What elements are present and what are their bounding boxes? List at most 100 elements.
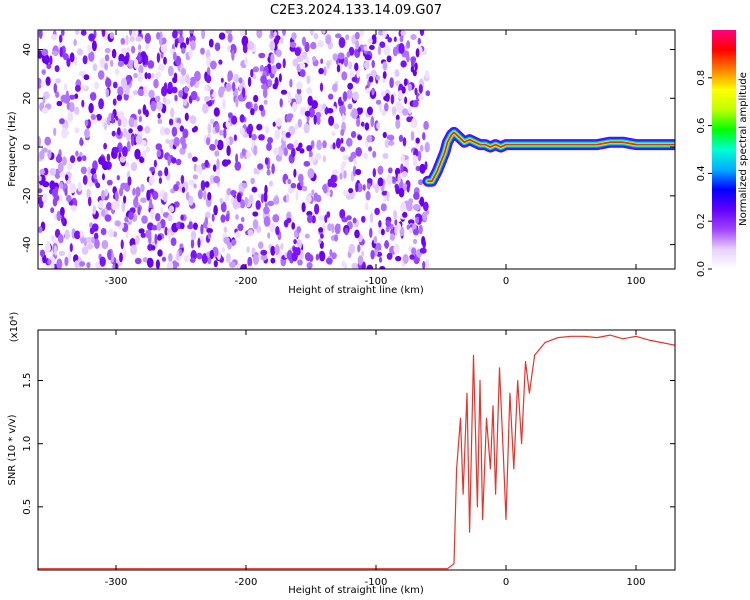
noise-speckle	[167, 65, 174, 77]
noise-speckle	[351, 262, 359, 269]
noise-speckle	[59, 46, 63, 58]
noise-speckle	[180, 222, 185, 230]
noise-speckle	[49, 180, 56, 190]
noise-speckle	[212, 164, 217, 172]
noise-speckle	[318, 67, 324, 75]
noise-speckle	[354, 62, 359, 71]
noise-speckle	[235, 214, 239, 220]
noise-speckle	[367, 178, 373, 184]
noise-speckle	[53, 83, 58, 94]
noise-speckle	[149, 166, 156, 172]
noise-speckle	[384, 139, 390, 148]
noise-speckle	[341, 71, 348, 81]
noise-speckle	[120, 37, 126, 45]
noise-speckle	[167, 155, 171, 166]
noise-speckle	[163, 192, 168, 203]
noise-speckle	[333, 123, 340, 130]
noise-speckle	[116, 94, 123, 101]
noise-speckle	[251, 186, 258, 193]
noise-speckle	[151, 72, 155, 79]
noise-speckle	[289, 41, 297, 48]
noise-speckle	[56, 100, 63, 107]
noise-speckle	[260, 249, 268, 256]
noise-speckle	[227, 241, 232, 250]
noise-speckle	[296, 81, 303, 90]
noise-speckle	[346, 89, 353, 100]
noise-speckle	[275, 35, 281, 41]
noise-speckle	[156, 32, 161, 40]
noise-speckle	[133, 58, 139, 69]
noise-speckle	[84, 119, 89, 127]
noise-speckle-layer	[38, 30, 431, 269]
noise-speckle	[42, 95, 46, 104]
noise-speckle	[251, 247, 256, 255]
noise-speckle	[374, 207, 380, 216]
noise-speckle	[200, 180, 206, 191]
noise-speckle	[176, 250, 180, 261]
noise-speckle	[370, 69, 377, 78]
noise-speckle	[173, 184, 179, 192]
noise-speckle	[259, 64, 265, 73]
colorbar: 0.0 0.2 0.4 0.6 0.8 Normalized spectral ampl…	[696, 30, 749, 277]
noise-speckle	[239, 30, 245, 37]
noise-speckle	[275, 62, 282, 70]
noise-speckle	[178, 35, 185, 45]
noise-speckle	[180, 42, 187, 50]
noise-speckle	[317, 40, 324, 48]
noise-speckle	[415, 165, 421, 172]
noise-speckle	[160, 191, 164, 197]
noise-speckle	[423, 120, 429, 130]
noise-speckle	[320, 58, 324, 64]
noise-speckle	[157, 112, 161, 119]
y-tick-label: 1.5	[22, 373, 33, 389]
noise-speckle	[225, 30, 233, 34]
noise-speckle	[404, 96, 408, 105]
noise-speckle	[341, 113, 346, 122]
noise-speckle	[131, 30, 137, 37]
noise-speckle	[308, 156, 316, 163]
noise-speckle	[397, 223, 402, 231]
noise-speckle	[406, 185, 410, 193]
noise-speckle	[372, 150, 377, 158]
noise-speckle	[66, 194, 72, 203]
noise-speckle	[247, 229, 254, 236]
noise-speckle	[187, 224, 194, 230]
noise-speckle	[50, 235, 56, 243]
noise-speckle	[382, 71, 387, 79]
noise-speckle	[74, 106, 80, 115]
noise-speckle	[393, 36, 397, 42]
noise-speckle	[272, 147, 279, 155]
noise-speckle	[44, 136, 51, 146]
noise-speckle	[369, 45, 375, 50]
noise-speckle	[161, 37, 167, 45]
noise-speckle	[403, 78, 408, 87]
noise-speckle	[61, 214, 65, 225]
noise-speckle	[160, 218, 166, 229]
noise-speckle	[360, 121, 365, 127]
noise-speckle	[336, 64, 341, 73]
noise-speckle	[275, 117, 282, 127]
noise-speckle	[374, 249, 378, 257]
noise-speckle	[322, 30, 326, 34]
noise-speckle	[190, 90, 198, 101]
noise-speckle	[307, 168, 315, 179]
noise-speckle	[320, 233, 324, 239]
noise-speckle	[157, 118, 163, 125]
noise-speckle	[322, 140, 327, 149]
noise-speckle	[225, 252, 231, 264]
noise-speckle	[414, 62, 418, 71]
noise-speckle	[67, 111, 74, 123]
colorbar-tick-label: 0.8	[696, 70, 707, 86]
x-tick-label: 100	[626, 276, 645, 287]
noise-speckle	[264, 184, 268, 195]
noise-speckle	[362, 184, 366, 191]
noise-speckle	[101, 239, 109, 250]
noise-speckle	[324, 214, 328, 223]
noise-speckle	[83, 74, 90, 81]
noise-speckle	[138, 30, 142, 35]
noise-speckle	[331, 223, 335, 234]
noise-speckle	[161, 256, 167, 262]
noise-speckle	[93, 173, 97, 180]
noise-speckle	[311, 215, 316, 224]
noise-speckle	[92, 63, 98, 72]
